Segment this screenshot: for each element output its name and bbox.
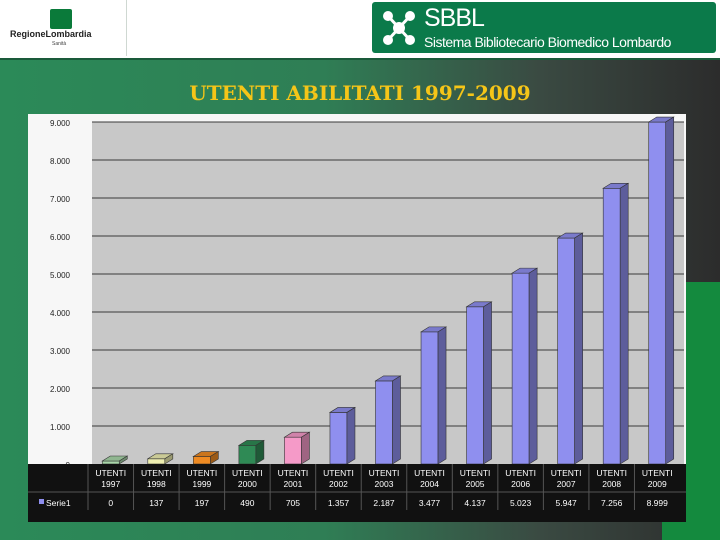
legend-swatch (39, 499, 44, 504)
bar-side (665, 116, 675, 465)
data-label: 197 (195, 498, 209, 508)
y-tick-label: 6.000 (50, 233, 71, 242)
y-tick-label: 4.000 (50, 309, 71, 318)
y-tick-label: 9.000 (50, 119, 71, 128)
data-label: 490 (240, 498, 254, 508)
bar-side (437, 326, 447, 465)
x-tick-label: 2004 (420, 479, 439, 489)
x-tick-label: 2008 (602, 479, 621, 489)
x-tick-label: 2003 (375, 479, 394, 489)
y-tick-label: 8.000 (50, 157, 71, 166)
bar (602, 187, 621, 465)
header-rule (0, 58, 720, 60)
bar (101, 460, 120, 465)
y-tick-label: 7.000 (50, 195, 71, 204)
bar-side (392, 375, 401, 465)
bar (238, 445, 257, 465)
data-label: 5.023 (510, 498, 532, 508)
bar-chart: 0 1.000 2.000 3.000 4.000 5.000 6.000 7.000 8.00… (28, 116, 686, 522)
y-tick-label: 2.000 (50, 385, 71, 394)
x-tick-label: UTENTI (278, 468, 309, 478)
x-tick-label: UTENTI (141, 468, 172, 478)
bar (511, 272, 530, 465)
bar (284, 436, 302, 465)
bar (557, 237, 575, 465)
x-tick-label: 2006 (511, 479, 530, 489)
sbbl-logo: SBBL Sistema Bibliotecario Biomedico Lom… (372, 2, 716, 53)
x-tick-label: UTENTI (551, 468, 582, 478)
bar-side (619, 182, 629, 465)
bar (329, 412, 348, 465)
data-label: 7.256 (601, 498, 623, 508)
x-tick-label: UTENTI (369, 468, 400, 478)
rosa-camuna-icon (50, 9, 72, 29)
data-label: 137 (149, 498, 163, 508)
y-tick-label: 3.000 (50, 347, 71, 356)
regione-name: RegioneLombardia (10, 29, 92, 39)
regione-lombardia-logo: RegioneLombardia Sanità (0, 0, 127, 56)
x-tick-label: UTENTI (232, 468, 263, 478)
x-tick-label: 2001 (283, 479, 302, 489)
bar-side (164, 453, 174, 465)
bar-side (528, 267, 538, 465)
bar (420, 331, 439, 465)
bar-side (118, 455, 128, 465)
data-label: 3.477 (419, 498, 441, 508)
bar-side (483, 301, 492, 465)
bar-side (301, 431, 310, 465)
bar-side (210, 450, 219, 465)
x-tick-label: 1999 (192, 479, 211, 489)
bar-side (255, 439, 265, 465)
x-tick-label: UTENTI (642, 468, 673, 478)
bar (648, 121, 667, 465)
x-tick-label: UTENTI (414, 468, 445, 478)
x-tick-label: 2009 (648, 479, 667, 489)
data-label: 705 (286, 498, 300, 508)
chart-area: 0 1.000 2.000 3.000 4.000 5.000 6.000 7.000 8.00… (28, 114, 686, 522)
x-tick-label: UTENTI (95, 468, 126, 478)
chart-title: UTENTI ABILITATI 1997-2009 (189, 81, 531, 105)
bar (466, 306, 484, 465)
bar (375, 380, 393, 465)
data-label: 2.187 (373, 498, 395, 508)
network-icon (383, 11, 415, 45)
regione-subtitle: Sanità (52, 41, 67, 47)
data-label: 8.999 (647, 498, 669, 508)
x-tick-label: 2005 (466, 479, 485, 489)
x-tick-label: UTENTI (323, 468, 354, 478)
y-tick-label: 5.000 (50, 271, 71, 280)
x-tick-label: UTENTI (505, 468, 536, 478)
data-label: 0 (108, 498, 113, 508)
data-label: 1.357 (328, 498, 350, 508)
x-tick-label: 1998 (147, 479, 166, 489)
data-table-background (28, 464, 686, 522)
x-tick-label: 2000 (238, 479, 257, 489)
bar (147, 458, 166, 465)
data-label: 4.137 (464, 498, 486, 508)
bar-side (346, 406, 356, 465)
bar (193, 456, 211, 465)
x-tick-label: UTENTI (596, 468, 627, 478)
y-tick-label: 1.000 (50, 423, 71, 432)
x-tick-label: 2002 (329, 479, 348, 489)
header-bar: RegioneLombardia Sanità SBBL Sistema Bib… (0, 0, 720, 58)
sbbl-title: SBBL (424, 4, 485, 32)
x-tick-label: UTENTI (186, 468, 217, 478)
x-tick-label: UTENTI (460, 468, 491, 478)
x-tick-label: 2007 (557, 479, 576, 489)
data-label: 5.947 (556, 498, 578, 508)
sbbl-subtitle: Sistema Bibliotecario Biomedico Lombardo (424, 34, 671, 50)
bar-side (574, 232, 583, 465)
legend-label: Serie1 (46, 498, 71, 508)
x-tick-label: 1997 (101, 479, 120, 489)
